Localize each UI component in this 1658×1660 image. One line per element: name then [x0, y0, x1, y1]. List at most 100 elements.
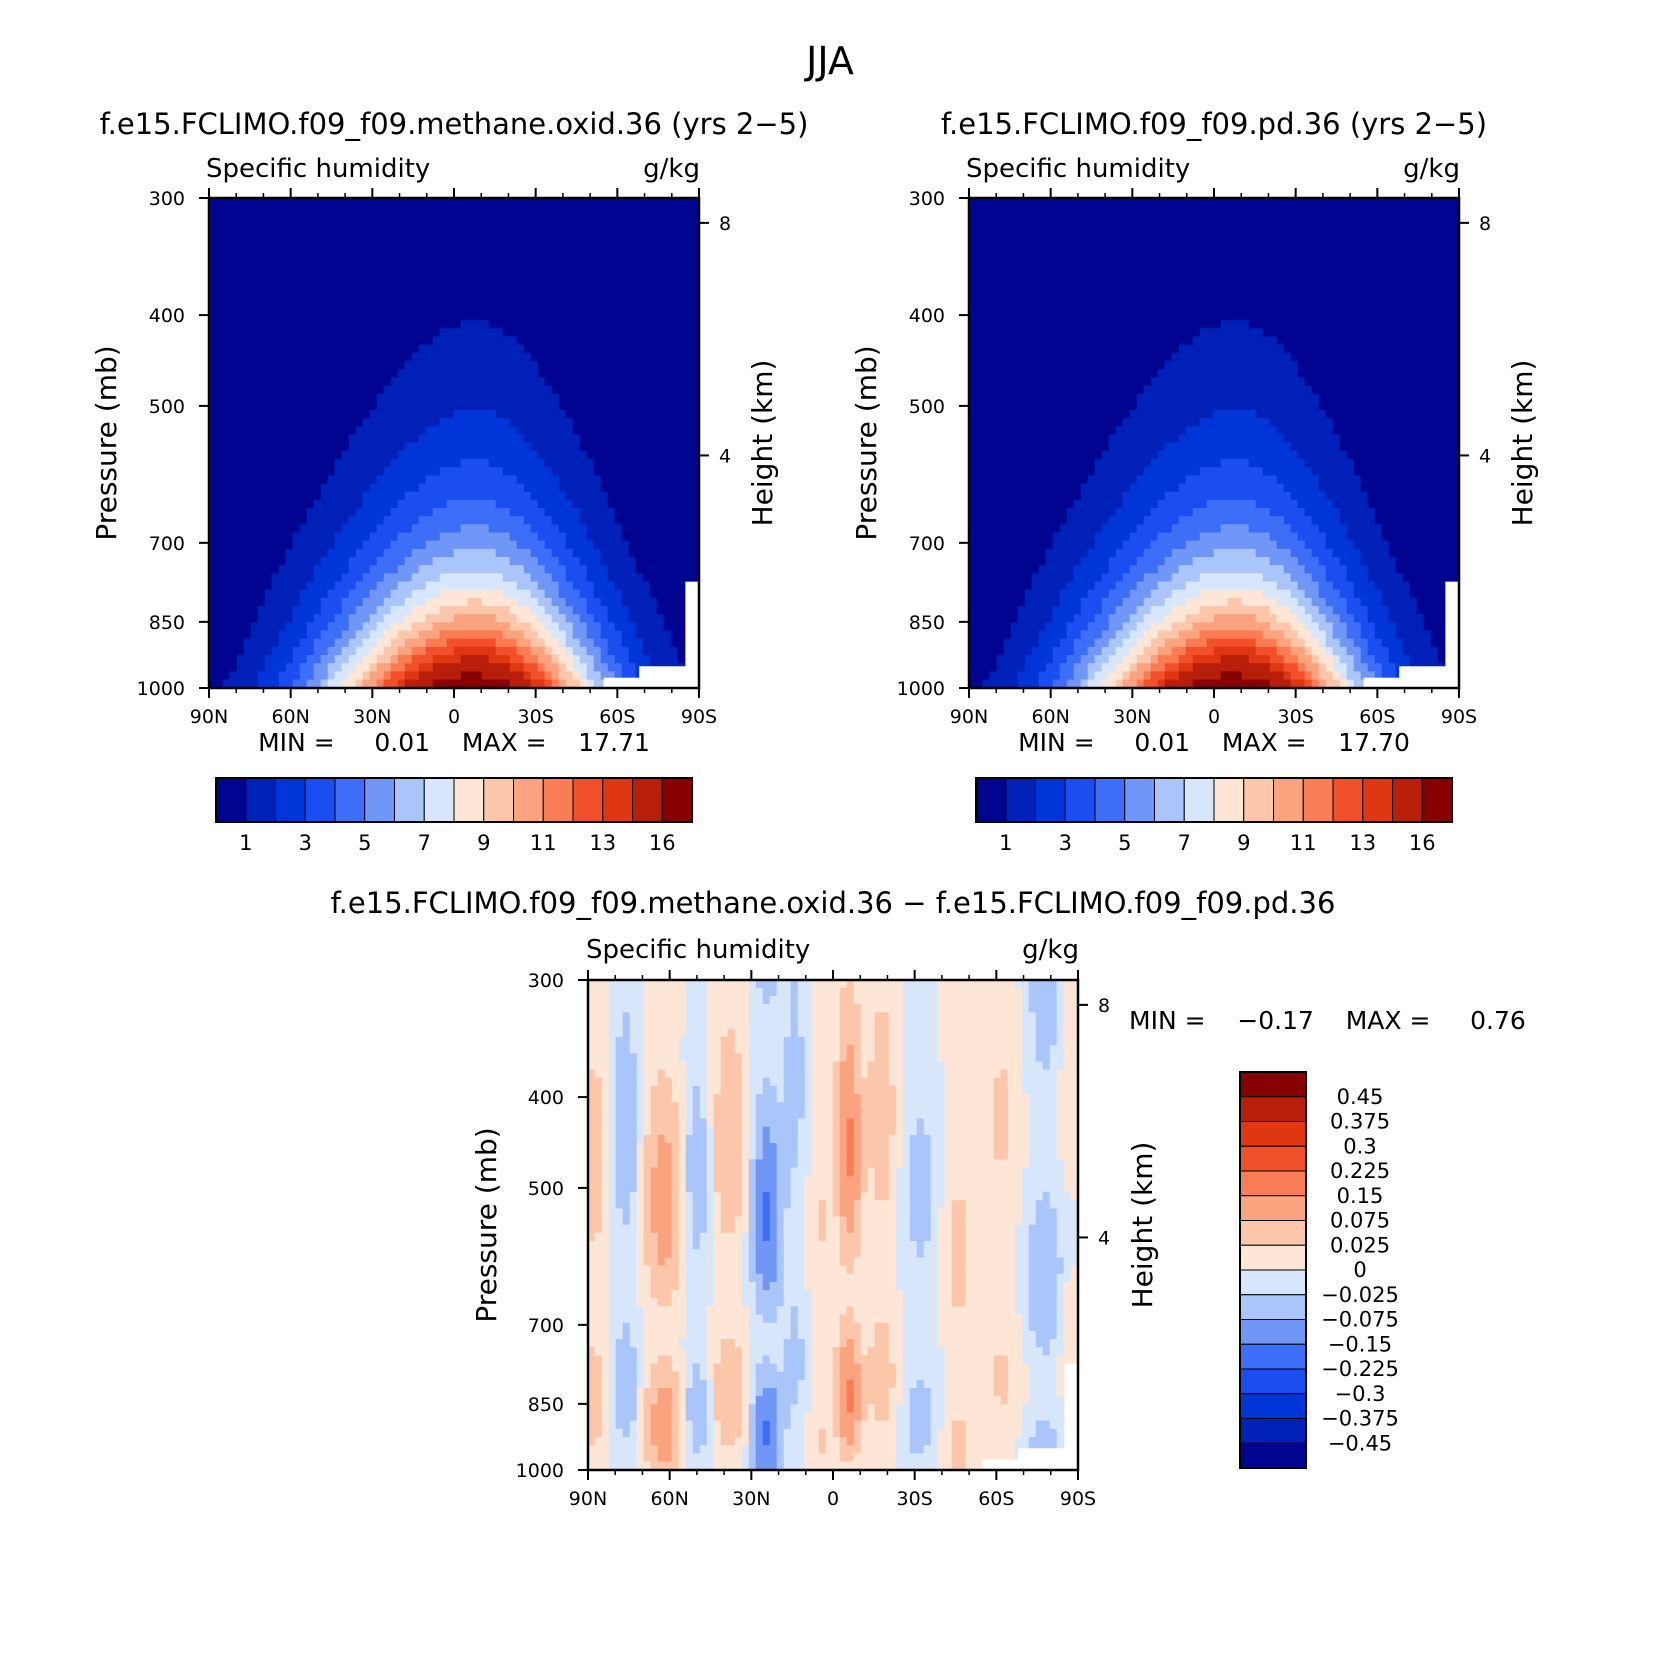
- field-cell: [299, 622, 308, 632]
- field-cell: [229, 655, 238, 664]
- field-cell: [975, 230, 984, 240]
- field-cell: [313, 238, 322, 248]
- field-cell: [670, 557, 679, 566]
- field-cell: [453, 589, 462, 599]
- field-cell: [1038, 573, 1047, 583]
- field-cell: [1010, 532, 1019, 542]
- field-cell: [341, 548, 350, 558]
- field-cell: [209, 581, 217, 591]
- field-cell: [404, 418, 413, 427]
- field-cell: [271, 581, 280, 591]
- field-cell: [250, 426, 259, 436]
- field-cell: [460, 295, 469, 305]
- field-cell: [376, 475, 385, 485]
- field-cell: [355, 426, 364, 436]
- field-cell: [271, 548, 280, 558]
- field-cell: [982, 516, 991, 525]
- field-cell: [348, 516, 357, 525]
- field-cell: [488, 499, 497, 509]
- field-cell: [628, 271, 637, 280]
- field-cell: [474, 679, 483, 688]
- field-cell: [551, 320, 560, 329]
- field-cell: [975, 263, 984, 272]
- field-cell: [502, 589, 511, 599]
- field-cell: [313, 565, 322, 574]
- field-cell: [1017, 524, 1026, 534]
- field-cell: [969, 548, 977, 558]
- field-cell: [390, 254, 399, 264]
- field-cell: [425, 238, 434, 248]
- field-cell: [572, 198, 581, 207]
- field-cell: [425, 254, 434, 264]
- field-cell: [369, 385, 378, 395]
- field-cell: [684, 198, 693, 207]
- field-cell: [313, 320, 322, 329]
- field-cell: [1010, 516, 1019, 525]
- field-cell: [607, 663, 616, 672]
- field-cell: [334, 214, 343, 223]
- field-cell: [551, 606, 560, 615]
- field-cell: [327, 450, 336, 460]
- field-cell: [474, 597, 483, 607]
- field-cell: [229, 361, 238, 370]
- field-cell: [495, 246, 504, 256]
- field-cell: [334, 508, 343, 517]
- field-cell: [243, 238, 252, 248]
- field-cell: [1017, 279, 1026, 289]
- field-cell: [453, 418, 462, 427]
- field-cell: [656, 205, 665, 215]
- field-cell: [656, 655, 665, 664]
- field-cell: [586, 263, 595, 272]
- field-cell: [989, 483, 998, 493]
- field-cell: [271, 295, 280, 305]
- field-cell: [607, 540, 616, 550]
- field-cell: [1010, 655, 1019, 664]
- field-cell: [691, 222, 699, 231]
- field-cell: [1003, 491, 1012, 501]
- field-cell: [593, 499, 602, 509]
- field-cell: [397, 646, 406, 656]
- field-cell: [383, 622, 392, 632]
- field-cell: [544, 328, 553, 338]
- field-cell: [341, 279, 350, 289]
- field-cell: [467, 352, 476, 362]
- field-cell: [257, 361, 266, 370]
- field-cell: [271, 614, 280, 623]
- field-cell: [411, 589, 420, 599]
- field-cell: [649, 328, 658, 338]
- field-cell: [600, 540, 609, 550]
- field-cell: [348, 361, 357, 370]
- field-cell: [656, 614, 665, 623]
- field-cell: [488, 573, 497, 583]
- field-cell: [1024, 614, 1033, 623]
- field-cell: [292, 401, 301, 411]
- field-cell: [209, 344, 217, 354]
- field-cell: [1010, 540, 1019, 550]
- field-cell: [642, 344, 651, 354]
- field-cell: [222, 222, 231, 231]
- field-cell: [509, 565, 518, 574]
- field-cell: [614, 426, 623, 436]
- field-cell: [1003, 646, 1012, 656]
- field-cell: [523, 369, 532, 378]
- field-cell: [292, 254, 301, 264]
- field-cell: [614, 352, 623, 362]
- field-cell: [593, 279, 602, 289]
- field-cell: [418, 663, 427, 672]
- field-cell: [383, 410, 392, 419]
- field-cell: [537, 328, 546, 338]
- field-cell: [278, 516, 287, 525]
- field-cell: [1038, 385, 1047, 395]
- field-cell: [341, 655, 350, 664]
- field-cell: [243, 679, 252, 688]
- field-cell: [299, 254, 308, 264]
- field-cell: [418, 320, 427, 329]
- field-cell: [495, 328, 504, 338]
- field-cell: [551, 663, 560, 672]
- field-cell: [250, 565, 259, 574]
- field-cell: [621, 287, 630, 297]
- field-cell: [383, 491, 392, 501]
- field-cell: [397, 263, 406, 272]
- field-cell: [278, 565, 287, 574]
- field-cell: [677, 385, 686, 395]
